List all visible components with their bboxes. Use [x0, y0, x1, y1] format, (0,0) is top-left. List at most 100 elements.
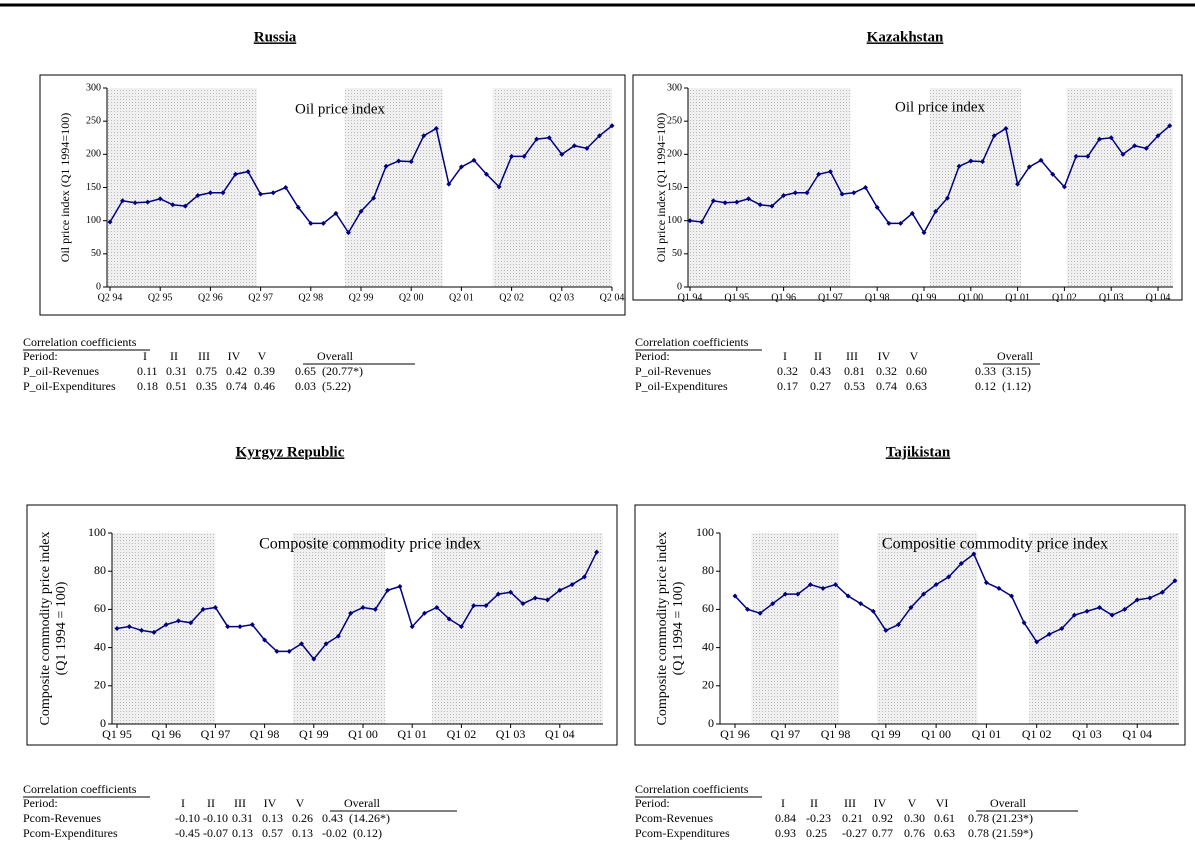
table-cell: P_oil-Revenues: [23, 364, 99, 378]
data-point: [908, 604, 914, 610]
header-cell: Overall: [997, 349, 1034, 363]
x-tick-label: Q2 95: [148, 292, 173, 303]
data-point: [839, 191, 845, 197]
table-title: Correlation coefficients: [23, 335, 137, 349]
table-cell: 0.76: [904, 826, 925, 840]
table-cell: -0.07: [203, 826, 228, 840]
data-point: [971, 551, 977, 557]
y-tick-label: 40: [702, 639, 714, 653]
data-point: [262, 637, 268, 643]
x-tick-label: Q1 98: [821, 727, 851, 741]
data-point: [397, 583, 403, 589]
header-cell: V: [296, 796, 305, 810]
y-tick-label: 80: [702, 563, 714, 577]
data-point: [509, 153, 515, 159]
data-point: [545, 597, 550, 603]
header-cell: IV: [878, 349, 891, 363]
x-tick-label: Q1 99: [912, 292, 937, 303]
y-axis-label: Oil price index (Q1 1994=100): [58, 113, 72, 262]
data-point: [874, 204, 880, 210]
data-point: [170, 202, 176, 208]
table-cell: P_oil-Expenditures: [23, 379, 116, 393]
y-tick-label: 50: [91, 248, 101, 259]
table-cell: -0.02 (0.12): [322, 826, 382, 840]
data-point: [371, 195, 377, 201]
data-point: [286, 648, 292, 654]
period-shade: [107, 88, 257, 287]
data-point: [1038, 157, 1044, 163]
data-point: [1108, 135, 1114, 141]
x-tick-label: Q1 02: [1022, 727, 1052, 741]
table-cell: 0.57: [262, 826, 283, 840]
data-point: [396, 158, 402, 164]
data-point: [559, 151, 565, 157]
data-point: [870, 608, 876, 614]
y-tick-label: 250: [667, 115, 682, 126]
header-cell: V: [258, 349, 267, 363]
data-point: [274, 648, 280, 654]
data-point: [991, 133, 997, 139]
x-tick-label: Q1 01: [397, 727, 427, 741]
header-cell: Overall: [344, 796, 381, 810]
data-point: [471, 157, 477, 163]
data-point: [245, 169, 251, 175]
data-point: [807, 582, 813, 588]
data-point: [348, 610, 354, 616]
data-point: [458, 164, 464, 170]
data-point: [163, 622, 169, 628]
period-shade: [112, 533, 216, 724]
table-cell: 0.31: [166, 364, 187, 378]
data-point: [1122, 606, 1128, 612]
x-tick-label: Q1 00: [921, 727, 951, 741]
data-point: [471, 603, 477, 609]
table-cell: -0.10: [175, 811, 200, 825]
header-cell: IV: [264, 796, 277, 810]
data-point: [120, 198, 126, 204]
data-point: [858, 601, 864, 607]
table-cell: -0.45: [175, 826, 200, 840]
data-point: [532, 595, 538, 601]
y-tick-label: 50: [672, 248, 682, 259]
table-cell: 0.18: [137, 379, 158, 393]
x-tick-label: Q1 98: [865, 292, 890, 303]
data-point: [220, 190, 226, 196]
table-cell: 0.81: [844, 364, 865, 378]
data-point: [710, 198, 716, 204]
table-cell: 0.42: [226, 364, 247, 378]
annotation: Oil price index: [295, 101, 385, 117]
data-point: [804, 190, 810, 196]
y-tick-label: 20: [702, 678, 714, 692]
data-point: [182, 203, 188, 209]
data-point: [188, 620, 194, 626]
data-point: [1172, 578, 1178, 584]
x-tick-label: Q2 01: [449, 292, 474, 303]
data-point: [996, 585, 1002, 591]
data-point: [770, 601, 776, 607]
data-point: [734, 199, 740, 205]
data-point: [921, 230, 927, 236]
header-cell: Period:: [635, 349, 670, 363]
data-point: [323, 641, 329, 647]
data-point: [207, 190, 213, 196]
data-point: [1034, 639, 1040, 645]
data-point: [782, 591, 788, 597]
data-point: [1026, 164, 1032, 170]
x-tick-label: Q1 03: [1099, 292, 1124, 303]
data-line: [734, 552, 1176, 643]
data-point: [195, 192, 201, 198]
y-tick-label: 40: [94, 639, 106, 653]
table-cell: -0.10: [203, 811, 228, 825]
data-point: [200, 606, 206, 612]
data-point: [833, 582, 839, 588]
table-cell: 0.13: [292, 826, 313, 840]
data-point: [433, 125, 439, 131]
table-cell: 0.21: [842, 811, 863, 825]
data-point: [546, 135, 552, 141]
data-point: [1085, 153, 1091, 159]
table-cell: 0.61: [934, 811, 955, 825]
annotation: Compositie commodity price index: [882, 536, 1108, 553]
data-point: [827, 169, 833, 175]
data-point: [792, 190, 798, 196]
x-tick-label: Q1 99: [871, 727, 901, 741]
